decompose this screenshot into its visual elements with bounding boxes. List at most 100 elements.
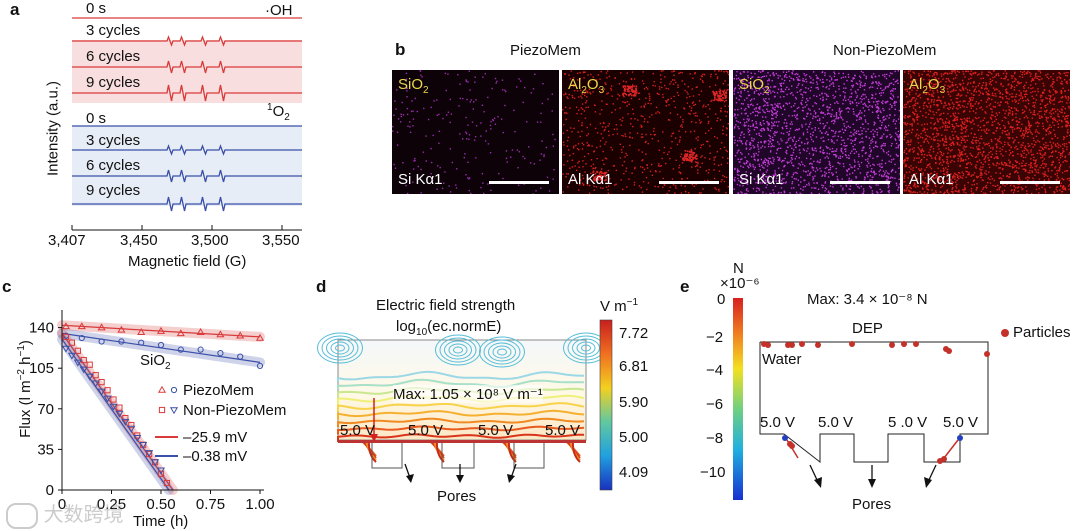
map-phase-label: Al2O3 [568, 76, 605, 96]
data-point [97, 388, 106, 396]
data-point [197, 346, 204, 353]
panel-d-colorbar [599, 319, 613, 491]
data-point [176, 329, 185, 337]
data-point [256, 362, 264, 369]
data-point [133, 435, 142, 442]
group-piezomem: PiezoMem [510, 42, 581, 59]
o2-trace-label: 6 cycles [86, 157, 141, 174]
o2-species: 1O2 [267, 102, 290, 123]
scale-bar [489, 181, 549, 184]
epr-trace [72, 35, 302, 47]
colorbar-tick: 7.72 [619, 325, 649, 342]
contour-loop [576, 341, 596, 355]
legend-mv-red: –25.9 mV [183, 429, 248, 446]
legend-piezomem: PiezoMem [183, 382, 254, 399]
colorbar-tick: −4 [706, 362, 724, 379]
eds-dots [903, 70, 1070, 194]
contour-line [337, 370, 585, 382]
y-tick-label: 105 [29, 360, 54, 377]
panel-b-label: b [395, 40, 406, 59]
y-tick-label: 35 [37, 441, 54, 458]
contour-loop [497, 348, 507, 356]
data-point [110, 396, 117, 403]
map-line-label: Si Kα1 [739, 171, 784, 188]
data-point [255, 333, 265, 341]
panel-e-unit: N [733, 260, 744, 277]
eds-dots [562, 70, 729, 194]
panel-e-exponent: ×10⁻⁶ [720, 275, 760, 292]
contour-line [337, 378, 585, 390]
data-point [216, 330, 225, 338]
data-point [157, 470, 165, 477]
x-tick-label: 0.75 [196, 496, 225, 513]
eds-map: SiO2 Si Kα1 [392, 70, 559, 194]
panel-a-xlabel: Magnetic field (G) [128, 253, 247, 270]
x-tick-label: 3,450 [120, 232, 158, 249]
colorbar-tick: 0 [717, 291, 726, 308]
group-nonpiezomem: Non-PiezoMem [833, 42, 937, 59]
map-phase-label: SiO2 [398, 76, 429, 96]
scale-bar [1000, 181, 1060, 184]
data-point [122, 414, 129, 422]
panel-e-water: Water [762, 351, 802, 368]
data-point [86, 361, 93, 368]
data-point [98, 338, 105, 345]
data-point [77, 322, 86, 330]
electrode-label: 5.0 V [478, 422, 514, 439]
panel-c-label: c [2, 277, 12, 296]
map-line-label: Al Kα1 [568, 171, 613, 188]
eds-dots [392, 70, 559, 194]
data-point [127, 425, 136, 433]
o2-trace-label: 9 cycles [86, 182, 141, 199]
colorbar-tick: −6 [706, 396, 724, 413]
epr-trace [72, 169, 302, 183]
electrode-label: 5.0 V [818, 414, 854, 431]
eds-map: Al2O3 Al Kα1 [562, 70, 729, 194]
data-point [118, 338, 125, 345]
panel-e-pores: Pores [852, 496, 892, 513]
oh-trace-label: 9 cycles [86, 74, 141, 91]
data-point [169, 407, 179, 415]
data-point [67, 352, 76, 360]
watermark-text: 大数跨境 [43, 504, 124, 526]
electrode-label: 5.0 V [340, 422, 376, 439]
data-point [117, 325, 126, 333]
particle [761, 341, 990, 464]
epr-trace [72, 84, 302, 102]
data-point [137, 328, 146, 335]
map-line-label: Al Kα1 [909, 171, 954, 188]
data-point [85, 373, 94, 381]
contour-loop [326, 338, 354, 358]
map-phase-label: Al2O3 [909, 76, 946, 96]
panel-e-colorbar [733, 298, 743, 500]
x-tick-label: 0.25 [97, 496, 126, 513]
electrode-label: 5.0 V [760, 414, 796, 431]
epr-trace [72, 144, 302, 156]
field-plot [317, 332, 609, 483]
data-point [79, 366, 88, 374]
map-line-label: Si Kα1 [398, 171, 443, 188]
data-point [91, 380, 100, 388]
contour-loop [479, 336, 525, 368]
data-point [92, 372, 99, 379]
data-point [74, 347, 81, 354]
oh-trace-label: 3 cycles [86, 22, 141, 39]
contour-loop [444, 340, 472, 360]
y-tick-label: 70 [37, 401, 54, 418]
oh-trace-label: 0 s [86, 0, 107, 17]
data-point [68, 339, 76, 346]
panel-e-dep: DEP [852, 320, 883, 337]
contour-loop [483, 339, 521, 365]
x-tick-label: 3,500 [191, 232, 229, 249]
contour-loop [317, 332, 363, 364]
data-point [97, 323, 106, 331]
data-point [163, 479, 171, 487]
y-tick-label: 0 [46, 482, 54, 499]
electrode-label: 5.0 V [943, 414, 979, 431]
contour-loop [488, 342, 516, 362]
fit-line [61, 324, 261, 338]
epr-trace [72, 60, 302, 74]
electrode-label: 5.0 V [408, 422, 444, 439]
map-phase-label: SiO2 [739, 76, 770, 96]
x-tick-label: 3,407 [48, 232, 86, 249]
